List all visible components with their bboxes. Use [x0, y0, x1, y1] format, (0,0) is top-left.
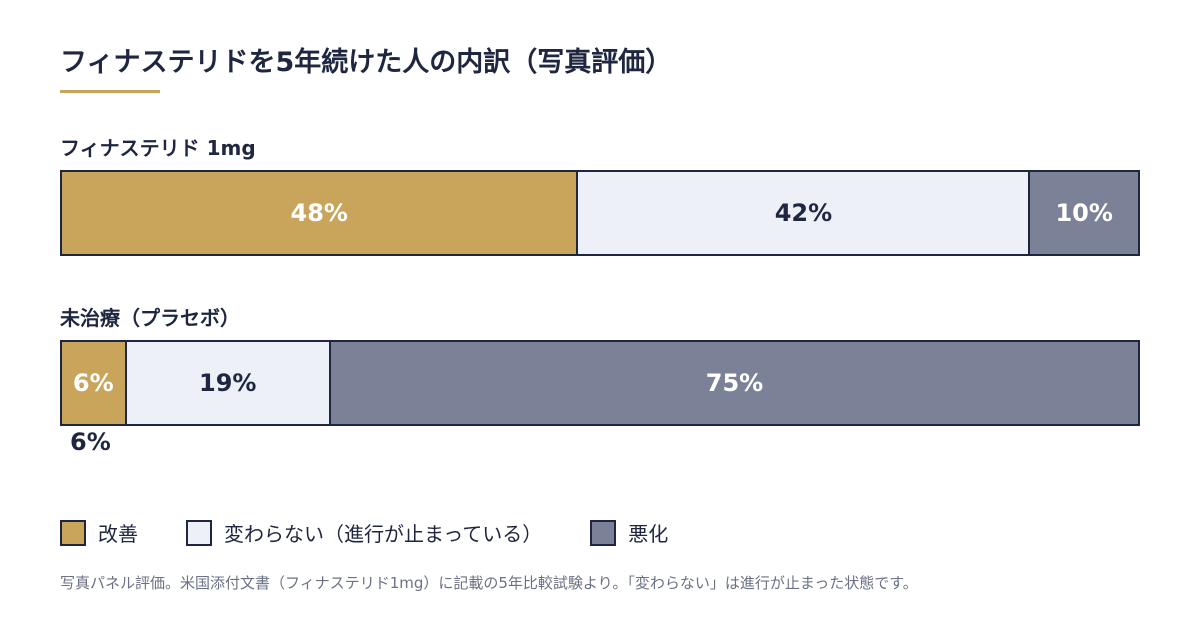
legend-label-improved: 改善 [98, 522, 138, 546]
legend-item-worsened: 悪化 [590, 518, 668, 547]
group-label-placebo: 未治療（プラセボ） [60, 306, 240, 330]
bar-segment-finasteride-worsened: 10% [1030, 172, 1138, 254]
bar-segment-placebo-worsened: 75% [330, 342, 1138, 424]
legend-item-unchanged: 変わらない（進行が止まっている） [186, 518, 542, 547]
data-label-placebo-unchanged: 19% [199, 369, 257, 397]
bar-segment-placebo-improved: 6% [62, 342, 127, 424]
group-label-finasteride: フィナステリド 1mg [60, 136, 256, 160]
legend: 改善 変わらない（進行が止まっている） 悪化 [60, 518, 716, 547]
bar-segment-finasteride-unchanged: 42% [578, 172, 1031, 254]
bar-segment-placebo-unchanged: 19% [126, 342, 331, 424]
legend-label-unchanged: 変わらない（進行が止まっている） [224, 522, 543, 546]
bar-segment-finasteride-improved: 48% [62, 172, 579, 254]
title-underline [60, 90, 160, 93]
data-label-finasteride-worsened: 10% [1055, 199, 1113, 227]
legend-label-worsened: 悪化 [628, 522, 669, 546]
legend-item-improved: 改善 [60, 518, 138, 547]
data-label-finasteride-improved: 48% [290, 199, 348, 227]
stacked-bar-placebo: 6% 19% 75% [60, 340, 1140, 426]
outside-data-label-placebo-improved: 6% [70, 428, 111, 456]
chart-title: フィナステリドを5年続けた人の内訳（写真評価） [60, 47, 673, 78]
data-label-placebo-worsened: 75% [705, 369, 764, 397]
footnote: 写真パネル評価。米国添付文書（フィナステリド1mg）に記載の5年比較試験より。「… [60, 574, 918, 592]
legend-swatch-unchanged [186, 519, 212, 546]
legend-swatch-improved [60, 519, 86, 546]
data-label-placebo-improved: 6% [72, 369, 114, 397]
stacked-bar-finasteride: 48% 42% 10% [60, 170, 1140, 256]
data-label-finasteride-unchanged: 42% [774, 199, 833, 227]
legend-swatch-worsened [590, 519, 617, 546]
